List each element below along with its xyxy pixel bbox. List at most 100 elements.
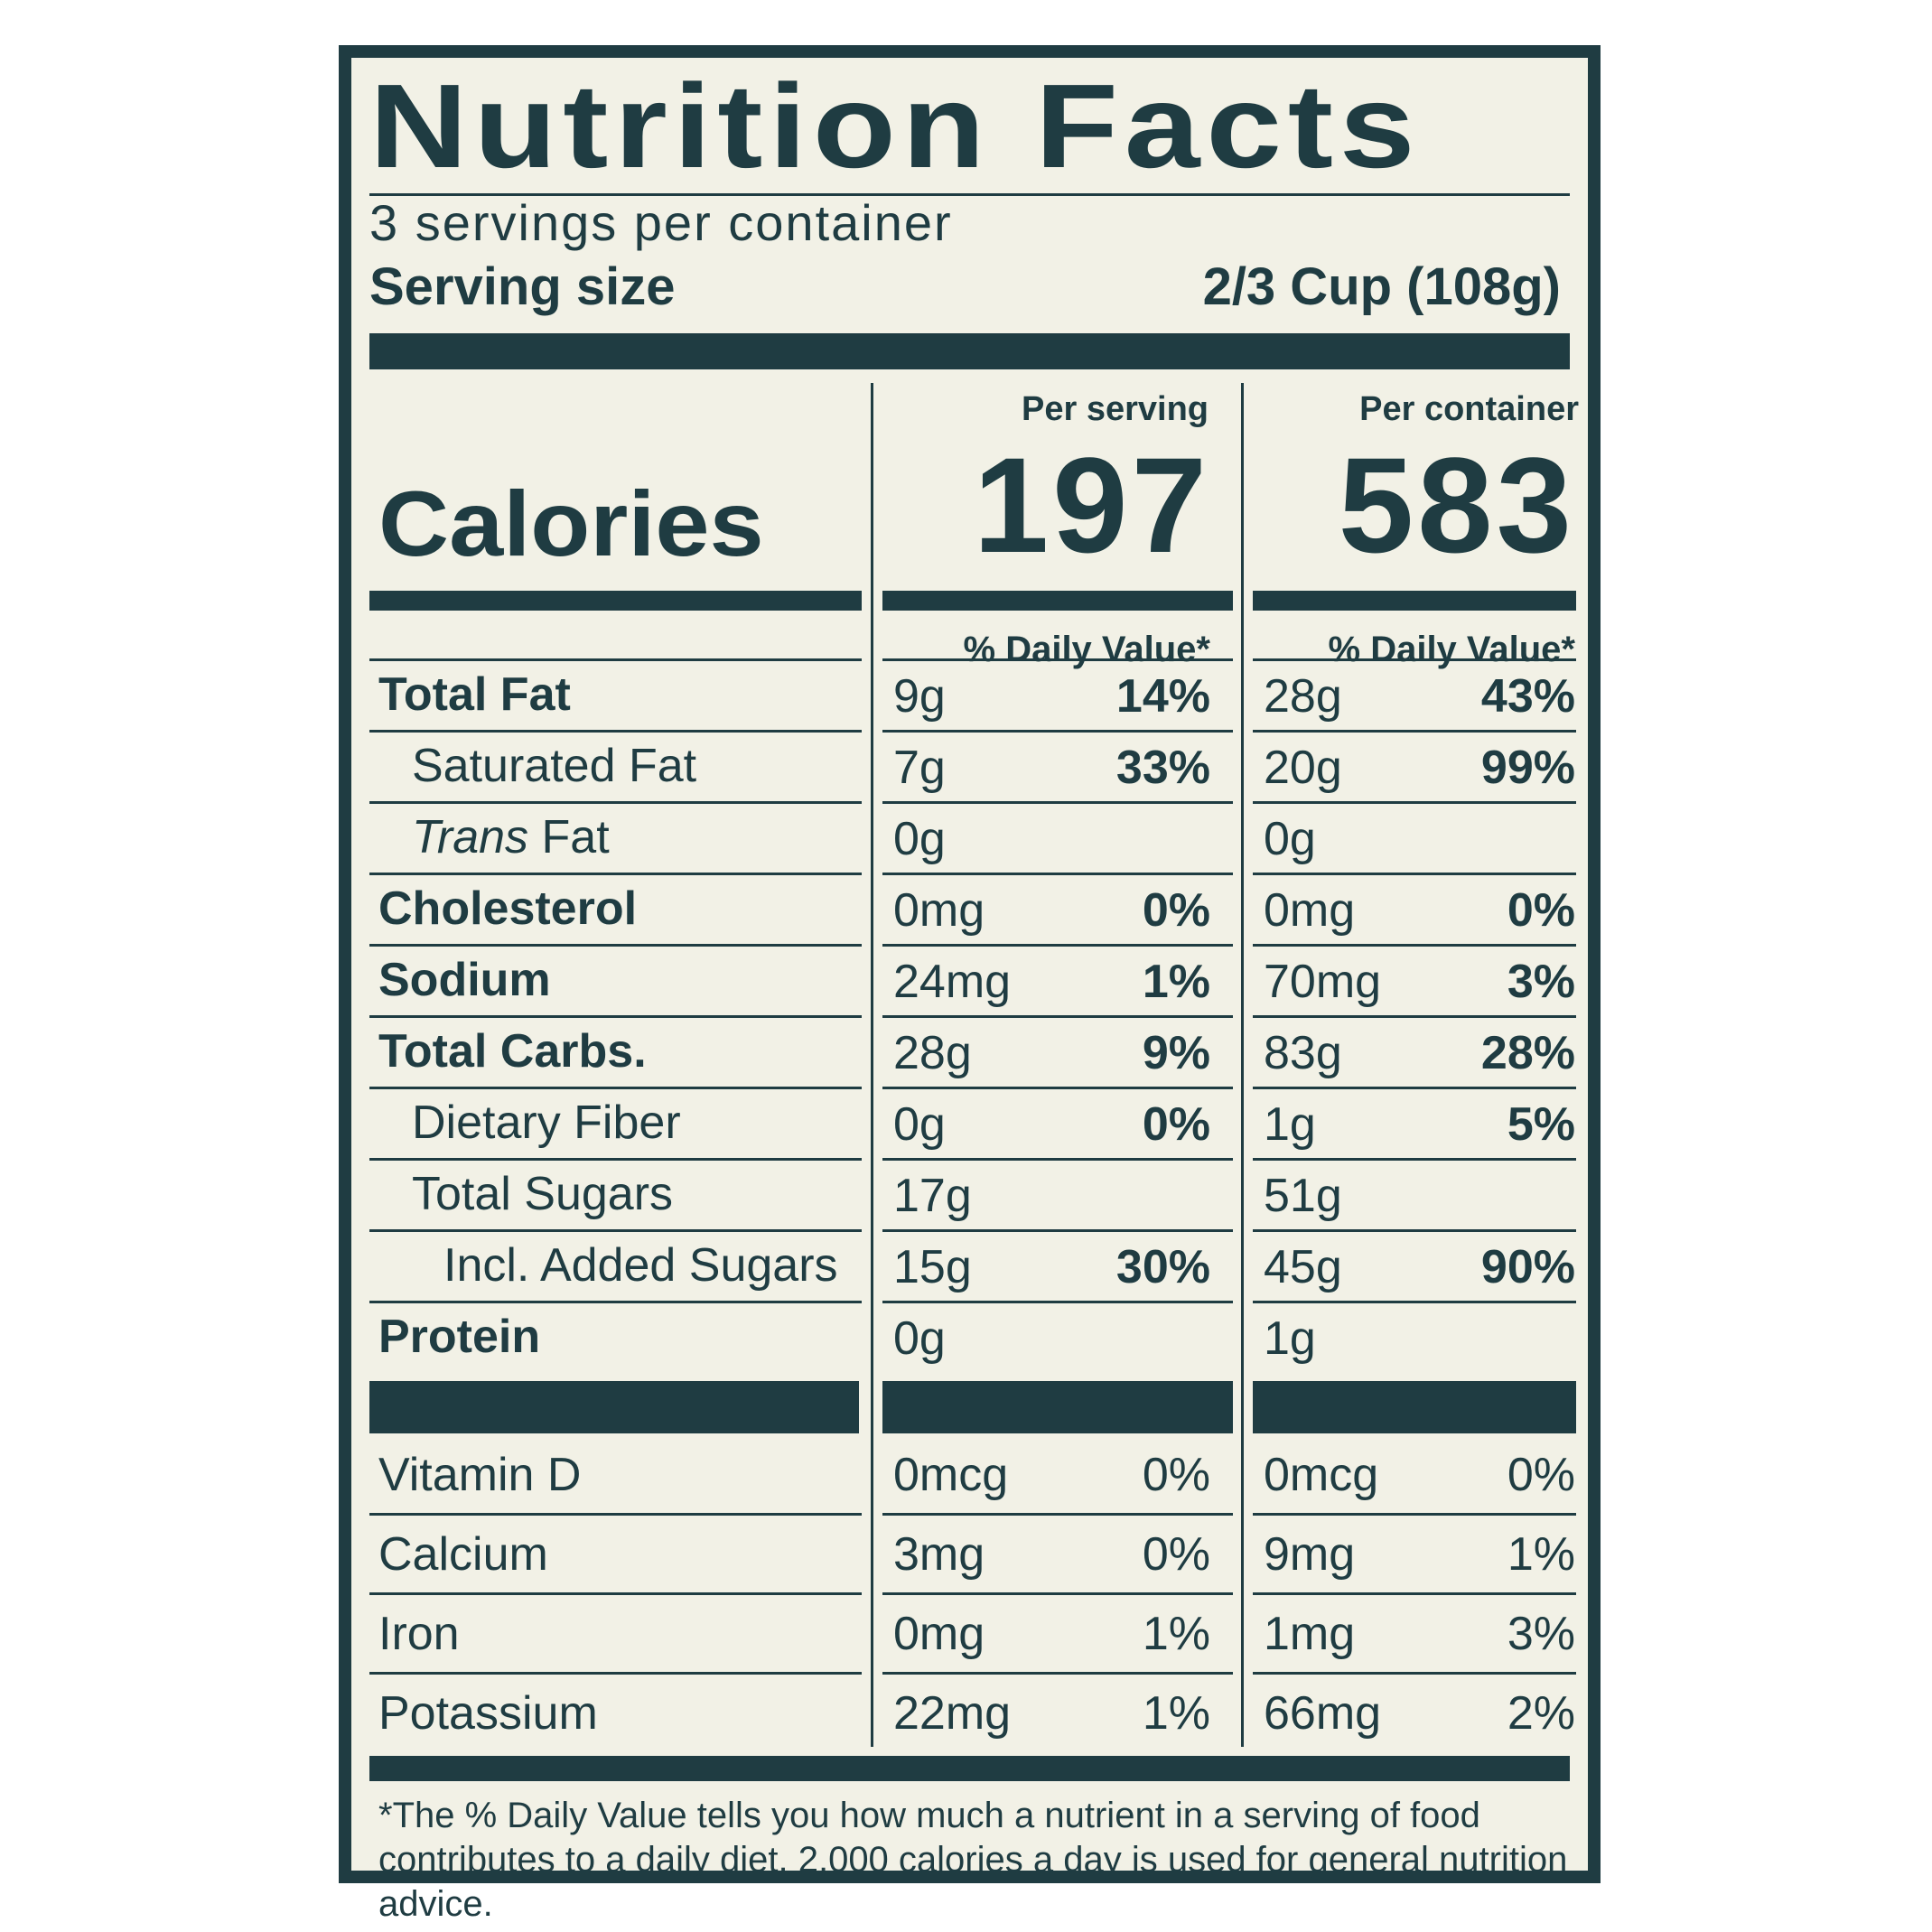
nutrient-serving-amt: 17g — [893, 1170, 972, 1222]
title-rule — [369, 193, 1570, 196]
row-rule — [369, 1087, 862, 1089]
nutrient-container-amt: 0mg — [1264, 884, 1356, 937]
nutrient-container-pct: 5% — [1507, 1098, 1575, 1151]
vitamin-rule — [882, 1592, 1233, 1595]
calories-per-serving: 197 — [973, 429, 1210, 581]
vitamin-name: Iron — [378, 1608, 460, 1660]
nutrient-serving-amt: 0g — [893, 1098, 946, 1151]
column-divider-2 — [1241, 383, 1244, 1747]
calories-bar-1 — [369, 591, 862, 611]
nutrient-name: Dietary Fiber — [412, 1097, 681, 1149]
nutrient-serving-pct: 0% — [1142, 884, 1210, 937]
nutrient-container-pct: 3% — [1507, 956, 1575, 1008]
nutrient-serving-amt: 0g — [893, 813, 946, 865]
nutrient-container-amt: 70mg — [1264, 956, 1382, 1008]
row-rule — [1253, 873, 1576, 875]
vitamin-serving-pct: 0% — [1142, 1528, 1210, 1581]
nutrient-serving-amt: 24mg — [893, 956, 1012, 1008]
servings-per-container: 3 servings per container — [369, 194, 953, 251]
daily-value-header-serving: % Daily Value* — [963, 630, 1210, 669]
calories-bar-2 — [882, 591, 1233, 611]
row-rule — [882, 1158, 1233, 1161]
nutrient-container-amt: 51g — [1264, 1170, 1342, 1222]
row-rule — [882, 1087, 1233, 1089]
nutrient-container-amt: 45g — [1264, 1241, 1342, 1293]
vitamin-rule — [1253, 1513, 1576, 1516]
footnote: *The % Daily Value tells you how much a … — [378, 1796, 1568, 1924]
row-rule — [369, 1015, 862, 1018]
nutrient-name: Sodium — [378, 954, 551, 1006]
nutrient-name: Total Sugars — [412, 1168, 674, 1220]
nutrient-serving-pct: 0% — [1142, 1098, 1210, 1151]
nutrient-name: Protein — [378, 1311, 541, 1363]
nutrient-name: Total Fat — [378, 668, 571, 721]
nutrient-container-pct: 0% — [1507, 884, 1575, 937]
row-rule — [882, 730, 1233, 733]
serving-size-label: Serving size — [369, 257, 676, 316]
vitamin-serving-amt: 3mg — [893, 1528, 985, 1581]
nutrient-container-amt: 1g — [1264, 1312, 1316, 1365]
row-rule — [882, 1015, 1233, 1018]
vitamin-container-pct: 0% — [1507, 1449, 1575, 1501]
nutrient-serving-pct: 9% — [1142, 1027, 1210, 1079]
row-rule — [1253, 1158, 1576, 1161]
nutrient-name-rest: Fat — [528, 811, 610, 863]
nutrient-serving-amt: 0g — [893, 1312, 946, 1365]
vitamin-rule — [369, 1672, 862, 1675]
row-rule — [1253, 801, 1576, 804]
thick-divider-top — [369, 333, 1570, 369]
calories-bar-3 — [1253, 591, 1576, 611]
row-rule — [882, 1229, 1233, 1232]
row-rule — [369, 873, 862, 875]
row-rule — [882, 873, 1233, 875]
nutrient-container-pct: 90% — [1480, 1241, 1575, 1293]
vitamin-serving-pct: 0% — [1142, 1449, 1210, 1501]
row-rule — [1253, 1015, 1576, 1018]
row-rule — [369, 801, 862, 804]
nutrient-name: Cholesterol — [378, 882, 638, 935]
row-rule — [1253, 658, 1576, 661]
nutrient-serving-pct: 1% — [1142, 956, 1210, 1008]
vitamin-name: Vitamin D — [378, 1449, 582, 1501]
vitamin-serving-amt: 22mg — [893, 1687, 1012, 1740]
nutrient-container-amt: 20g — [1264, 742, 1342, 794]
vitamin-bar-2 — [882, 1381, 1233, 1433]
vitamin-container-amt: 0mcg — [1264, 1449, 1379, 1501]
nutrient-name: Incl. Added Sugars — [443, 1239, 838, 1292]
calories-label: Calories — [378, 472, 764, 575]
calories-per-container: 583 — [1338, 429, 1575, 581]
nutrient-serving-pct: 14% — [1115, 670, 1210, 723]
row-rule — [882, 658, 1233, 661]
column-divider-1 — [871, 383, 873, 1747]
nutrient-container-amt: 0g — [1264, 813, 1316, 865]
vitamin-serving-amt: 0mg — [893, 1608, 985, 1660]
vitamin-container-amt: 9mg — [1264, 1528, 1356, 1581]
vitamin-rule — [882, 1513, 1233, 1516]
row-rule — [882, 944, 1233, 947]
vitamin-serving-pct: 1% — [1142, 1608, 1210, 1660]
serving-size-value: 2/3 Cup (108g) — [1202, 257, 1561, 316]
vitamin-bar-3 — [1253, 1381, 1576, 1433]
per-container-label: Per container — [1359, 390, 1579, 428]
vitamin-rule — [1253, 1592, 1576, 1595]
nutrient-container-pct: 28% — [1480, 1027, 1575, 1079]
vitamin-name: Potassium — [378, 1687, 598, 1740]
vitamin-rule — [369, 1513, 862, 1516]
row-rule — [1253, 944, 1576, 947]
label-title: Nutrition Facts — [369, 60, 1422, 192]
vitamin-container-amt: 66mg — [1264, 1687, 1382, 1740]
vitamin-serving-pct: 1% — [1142, 1687, 1210, 1740]
daily-value-header-container: % Daily Value* — [1328, 630, 1575, 669]
row-rule — [1253, 730, 1576, 733]
row-rule — [369, 658, 862, 661]
vitamin-container-pct: 3% — [1507, 1608, 1575, 1660]
row-rule — [369, 1229, 862, 1232]
row-rule — [1253, 1229, 1576, 1232]
vitamin-rule — [882, 1672, 1233, 1675]
row-rule — [369, 1301, 862, 1303]
nutrient-serving-amt: 9g — [893, 670, 946, 723]
vitamin-container-pct: 2% — [1507, 1687, 1575, 1740]
nutrient-container-pct: 43% — [1480, 670, 1575, 723]
nutrient-container-amt: 28g — [1264, 670, 1342, 723]
row-rule — [369, 1158, 862, 1161]
